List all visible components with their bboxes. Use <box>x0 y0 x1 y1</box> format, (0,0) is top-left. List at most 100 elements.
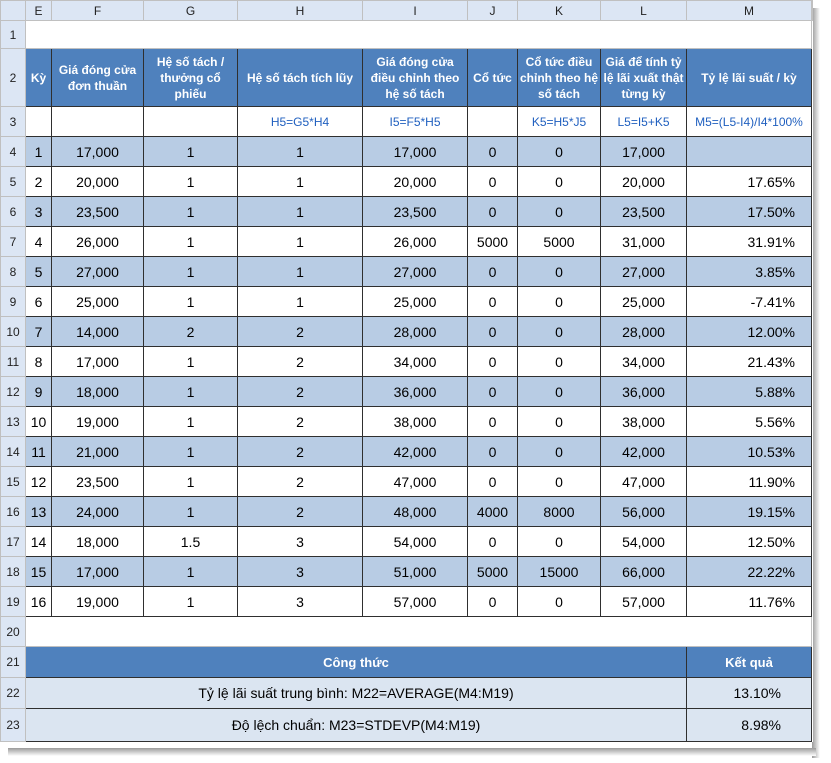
column-header-L[interactable]: L <box>600 0 687 21</box>
data-cell-G[interactable]: 1 <box>143 166 238 197</box>
data-cell-K[interactable]: 0 <box>517 286 601 317</box>
data-cell-F[interactable]: 25,000 <box>51 286 144 317</box>
formula-cell-H[interactable]: H5=G5*H4 <box>237 106 363 137</box>
row-header-8[interactable]: 8 <box>0 256 26 287</box>
formula-cell-L[interactable]: L5=I5+K5 <box>600 106 687 137</box>
data-cell-L[interactable]: 28,000 <box>600 316 687 347</box>
data-cell-L[interactable]: 20,000 <box>600 166 687 197</box>
formula-cell-F[interactable] <box>51 106 144 137</box>
row-header-7[interactable]: 7 <box>0 226 26 257</box>
formula-cell-J[interactable] <box>467 106 518 137</box>
data-cell-M[interactable]: 22.22% <box>686 556 812 587</box>
data-cell-M[interactable]: 10.53% <box>686 436 812 467</box>
data-cell-G[interactable]: 1 <box>143 286 238 317</box>
data-cell-I[interactable]: 17,000 <box>362 136 468 167</box>
header-cell-H[interactable]: Hệ số tách tích lũy <box>237 48 363 107</box>
row-header-6[interactable]: 6 <box>0 196 26 227</box>
summary-formula-header[interactable]: Công thức <box>25 646 687 678</box>
row-header-20[interactable]: 20 <box>0 616 26 647</box>
data-cell-K[interactable]: 0 <box>517 406 601 437</box>
data-cell-G[interactable]: 1 <box>143 496 238 527</box>
data-cell-G[interactable]: 1 <box>143 256 238 287</box>
data-cell-F[interactable]: 19,000 <box>51 586 144 617</box>
data-cell-J[interactable]: 0 <box>467 436 518 467</box>
data-cell-G[interactable]: 1.5 <box>143 526 238 557</box>
data-cell-M[interactable]: -7.41% <box>686 286 812 317</box>
data-cell-M[interactable]: 17.50% <box>686 196 812 227</box>
data-cell-I[interactable]: 23,500 <box>362 196 468 227</box>
data-cell-J[interactable]: 0 <box>467 376 518 407</box>
data-cell-H[interactable]: 2 <box>237 436 363 467</box>
data-cell-K[interactable]: 0 <box>517 376 601 407</box>
data-cell-H[interactable]: 1 <box>237 196 363 227</box>
column-header-K[interactable]: K <box>517 0 601 21</box>
data-cell-L[interactable]: 47,000 <box>600 466 687 497</box>
data-cell-K[interactable]: 0 <box>517 256 601 287</box>
data-cell-H[interactable]: 1 <box>237 226 363 257</box>
data-cell-J[interactable]: 0 <box>467 586 518 617</box>
data-cell-G[interactable]: 2 <box>143 316 238 347</box>
formula-cell-I[interactable]: I5=F5*H5 <box>362 106 468 137</box>
column-header-G[interactable]: G <box>143 0 238 21</box>
data-cell-M[interactable]: 5.56% <box>686 406 812 437</box>
data-cell-G[interactable]: 1 <box>143 466 238 497</box>
data-cell-E[interactable]: 4 <box>25 226 52 257</box>
data-cell-I[interactable]: 51,000 <box>362 556 468 587</box>
data-cell-J[interactable]: 0 <box>467 316 518 347</box>
data-cell-H[interactable]: 3 <box>237 586 363 617</box>
data-cell-K[interactable]: 0 <box>517 196 601 227</box>
data-cell-L[interactable]: 34,000 <box>600 346 687 377</box>
data-cell-M[interactable] <box>686 136 812 167</box>
column-header-F[interactable]: F <box>51 0 144 21</box>
data-cell-G[interactable]: 1 <box>143 436 238 467</box>
data-cell-F[interactable]: 17,000 <box>51 346 144 377</box>
data-cell-F[interactable]: 19,000 <box>51 406 144 437</box>
formula-cell-G[interactable] <box>143 106 238 137</box>
data-cell-L[interactable]: 42,000 <box>600 436 687 467</box>
data-cell-F[interactable]: 24,000 <box>51 496 144 527</box>
data-cell-I[interactable]: 36,000 <box>362 376 468 407</box>
header-cell-J[interactable]: Cổ tức <box>467 48 518 107</box>
column-header-E[interactable]: E <box>25 0 52 21</box>
data-cell-F[interactable]: 23,500 <box>51 196 144 227</box>
data-cell-G[interactable]: 1 <box>143 556 238 587</box>
data-cell-K[interactable]: 0 <box>517 136 601 167</box>
data-cell-K[interactable]: 0 <box>517 316 601 347</box>
data-cell-H[interactable]: 1 <box>237 256 363 287</box>
data-cell-K[interactable]: 0 <box>517 526 601 557</box>
formula-cell-K[interactable]: K5=H5*J5 <box>517 106 601 137</box>
data-cell-L[interactable]: 54,000 <box>600 526 687 557</box>
data-cell-E[interactable]: 1 <box>25 136 52 167</box>
data-cell-L[interactable]: 36,000 <box>600 376 687 407</box>
data-cell-H[interactable]: 1 <box>237 166 363 197</box>
data-cell-I[interactable]: 26,000 <box>362 226 468 257</box>
data-cell-G[interactable]: 1 <box>143 346 238 377</box>
data-cell-E[interactable]: 5 <box>25 256 52 287</box>
data-cell-I[interactable]: 25,000 <box>362 286 468 317</box>
data-cell-J[interactable]: 0 <box>467 346 518 377</box>
row-header-17[interactable]: 17 <box>0 526 26 557</box>
data-cell-E[interactable]: 12 <box>25 466 52 497</box>
data-cell-M[interactable]: 12.50% <box>686 526 812 557</box>
row-header-21[interactable]: 21 <box>0 646 26 678</box>
row-header-16[interactable]: 16 <box>0 496 26 527</box>
data-cell-M[interactable]: 12.00% <box>686 316 812 347</box>
data-cell-I[interactable]: 27,000 <box>362 256 468 287</box>
row-header-19[interactable]: 19 <box>0 586 26 617</box>
row-header-23[interactable]: 23 <box>0 708 26 742</box>
column-header-J[interactable]: J <box>467 0 518 21</box>
data-cell-H[interactable]: 2 <box>237 466 363 497</box>
data-cell-E[interactable]: 15 <box>25 556 52 587</box>
data-cell-K[interactable]: 0 <box>517 466 601 497</box>
average-result[interactable]: 13.10% <box>686 677 812 709</box>
data-cell-K[interactable]: 8000 <box>517 496 601 527</box>
formula-cell-M[interactable]: M5=(L5-I4)/I4*100% <box>686 106 812 137</box>
data-cell-F[interactable]: 27,000 <box>51 256 144 287</box>
data-cell-K[interactable]: 0 <box>517 436 601 467</box>
data-cell-H[interactable]: 2 <box>237 496 363 527</box>
data-cell-G[interactable]: 1 <box>143 196 238 227</box>
row-header-14[interactable]: 14 <box>0 436 26 467</box>
data-cell-E[interactable]: 7 <box>25 316 52 347</box>
data-cell-J[interactable]: 0 <box>467 196 518 227</box>
data-cell-I[interactable]: 54,000 <box>362 526 468 557</box>
